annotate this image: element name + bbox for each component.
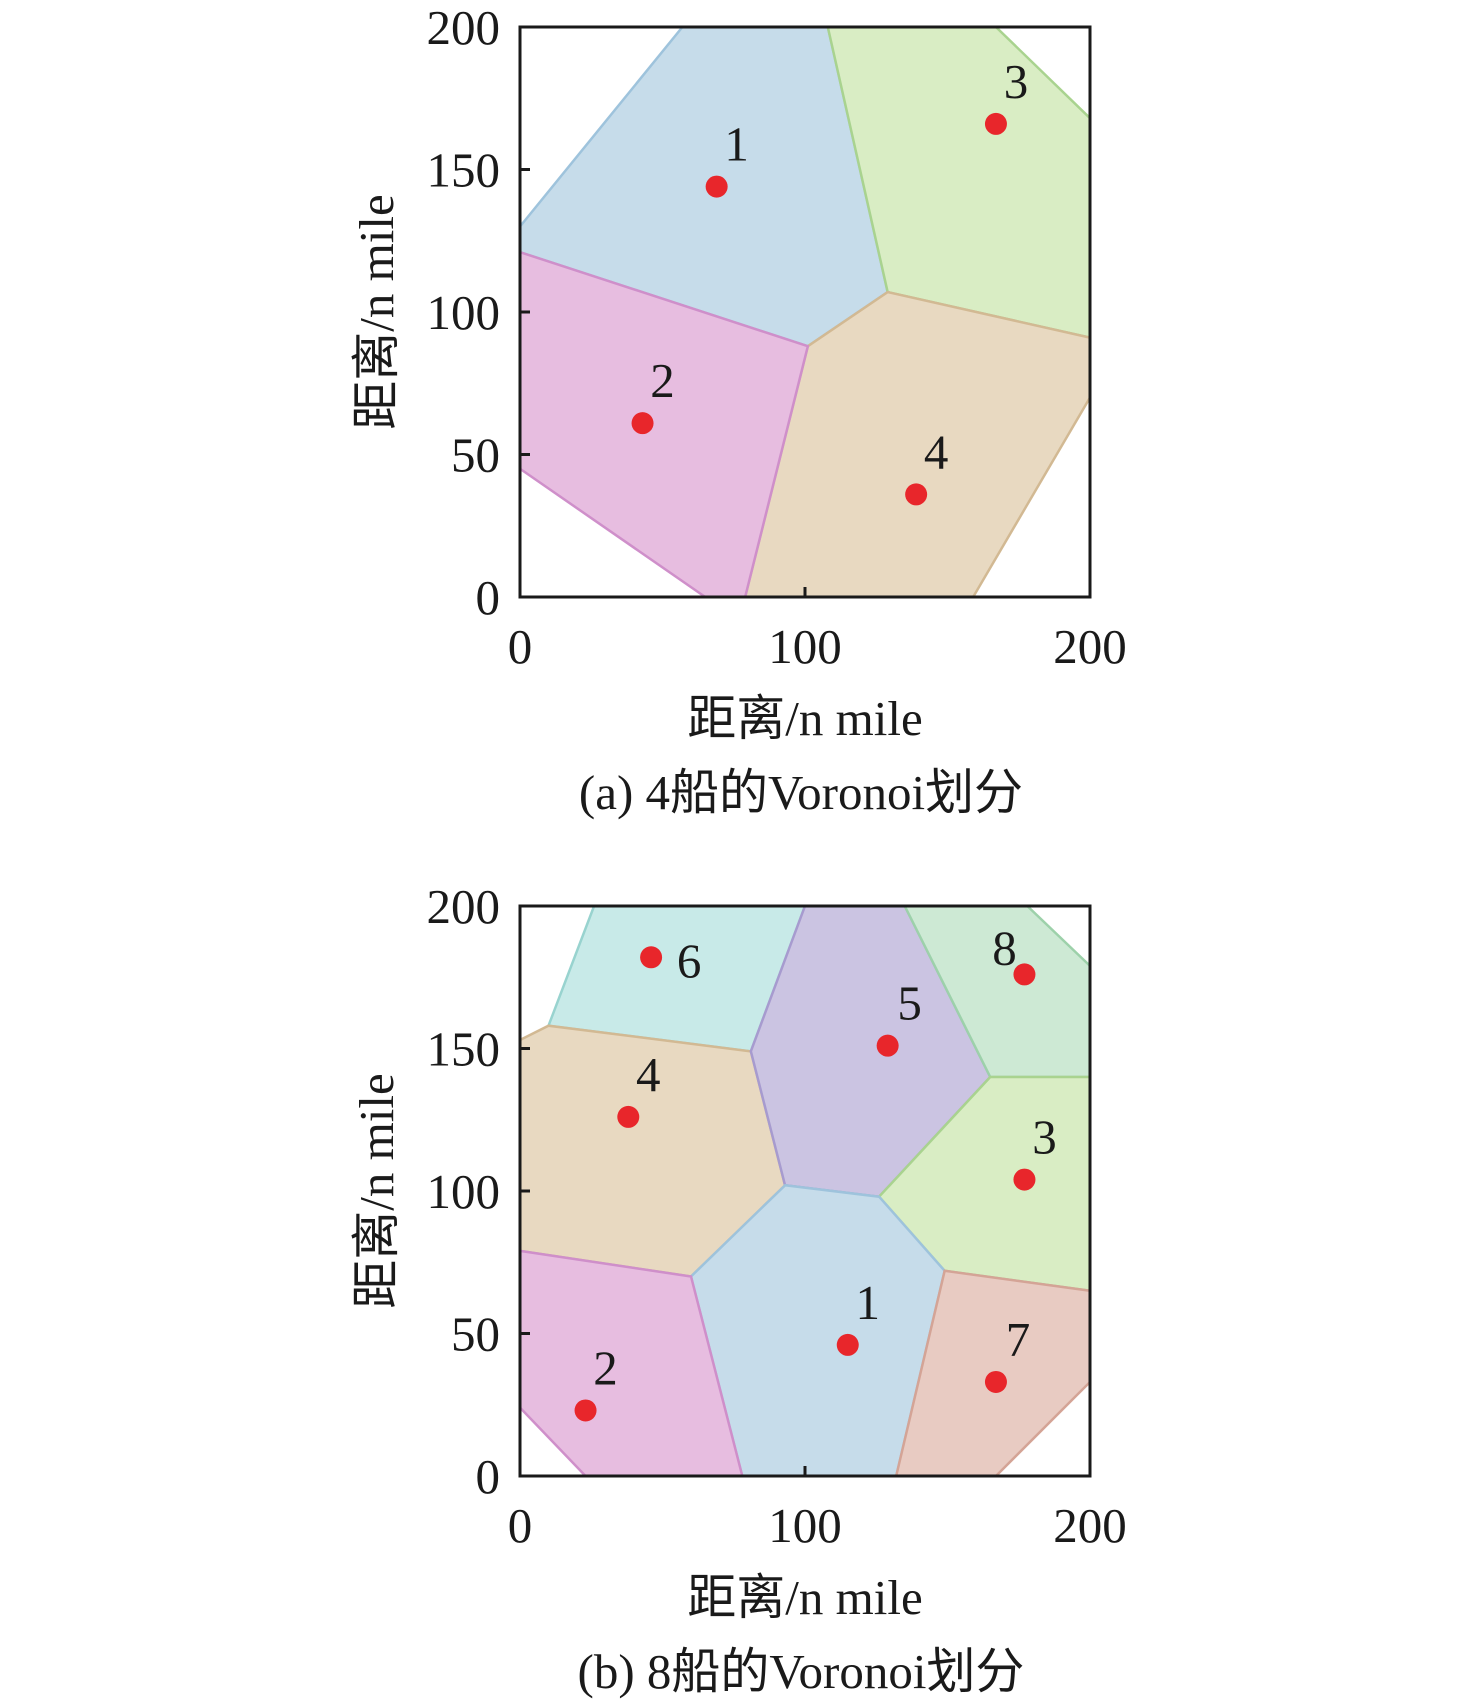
y-tick-label: 200 xyxy=(427,879,501,934)
ship-point-4 xyxy=(905,483,928,506)
y-tick-label: 50 xyxy=(451,428,500,483)
y-tick-label: 200 xyxy=(427,0,501,55)
ship-point-3 xyxy=(984,112,1007,135)
ship-label: 8 xyxy=(992,920,1017,975)
x-axis-label: 距离/n mile xyxy=(687,1570,922,1625)
ship-label: 4 xyxy=(924,424,949,479)
ship-label: 6 xyxy=(677,933,702,988)
ship-point-1 xyxy=(836,1333,859,1356)
chart-a: 0 100 200 0 50 100 150 200 1 2 3 4 距离/n mile 距离/n mil… xyxy=(349,0,1127,820)
y-tick-label: 100 xyxy=(427,1164,501,1219)
ship-point-2 xyxy=(574,1399,597,1422)
ship-point-4 xyxy=(617,1105,640,1128)
ship-label: 2 xyxy=(650,353,675,408)
y-tick-label: 50 xyxy=(451,1307,500,1362)
chart-b: 0 100 200 0 50 100 150 200 1 2 3 4 5 6 7 8 距离/n mile 距离/n… xyxy=(349,879,1127,1699)
ship-point-6 xyxy=(640,946,663,969)
y-axis-label: 距离/n mile xyxy=(349,194,404,429)
ship-point-5 xyxy=(876,1034,899,1057)
y-tick-label: 0 xyxy=(476,1449,501,1504)
y-tick-label: 150 xyxy=(427,1022,501,1077)
ship-label: 1 xyxy=(856,1275,881,1330)
figure-caption: (b) 8船的Voronoi划分 xyxy=(578,1644,1025,1699)
ship-label: 2 xyxy=(593,1340,618,1395)
x-tick-label: 200 xyxy=(1053,619,1127,674)
ship-point-8 xyxy=(1013,963,1036,986)
ship-label: 4 xyxy=(636,1047,661,1102)
ship-point-1 xyxy=(705,175,728,198)
ship-point-7 xyxy=(984,1370,1007,1393)
x-tick-label: 200 xyxy=(1053,1498,1127,1553)
ship-label: 3 xyxy=(1004,54,1029,109)
x-axis-label: 距离/n mile xyxy=(687,691,922,746)
y-tick-label: 100 xyxy=(427,285,501,340)
x-tick-label: 100 xyxy=(768,1498,842,1553)
y-tick-label: 150 xyxy=(427,143,501,198)
x-tick-label: 100 xyxy=(768,619,842,674)
y-axis-label: 距离/n mile xyxy=(349,1073,404,1308)
x-tick-label: 0 xyxy=(508,619,533,674)
ship-label: 3 xyxy=(1032,1110,1057,1165)
ship-point-2 xyxy=(631,412,654,435)
x-tick-label: 0 xyxy=(508,1498,533,1553)
ship-label: 5 xyxy=(897,976,922,1031)
ship-label: 7 xyxy=(1006,1312,1031,1367)
ship-point-3 xyxy=(1013,1168,1036,1191)
y-tick-label: 0 xyxy=(476,570,501,625)
ship-label: 1 xyxy=(724,117,749,172)
figure-caption: (a) 4船的Voronoi划分 xyxy=(579,765,1023,820)
